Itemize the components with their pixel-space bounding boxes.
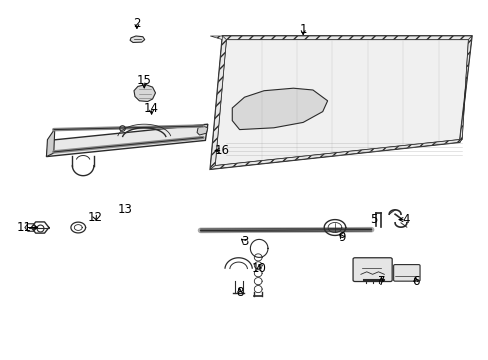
Text: 10: 10	[251, 262, 266, 275]
FancyBboxPatch shape	[352, 258, 391, 282]
Polygon shape	[130, 36, 144, 42]
Text: 1: 1	[299, 23, 306, 36]
Text: 4: 4	[401, 213, 409, 226]
Text: 3: 3	[240, 235, 248, 248]
Polygon shape	[232, 88, 327, 130]
Polygon shape	[197, 126, 207, 135]
Polygon shape	[459, 36, 471, 142]
Text: 9: 9	[338, 231, 346, 244]
Text: 2: 2	[133, 17, 141, 30]
Text: 14: 14	[144, 102, 159, 114]
Text: 15: 15	[137, 75, 151, 87]
Text: 6: 6	[411, 275, 419, 288]
FancyBboxPatch shape	[393, 265, 419, 281]
Polygon shape	[134, 85, 155, 102]
Text: 11: 11	[17, 221, 32, 234]
Polygon shape	[210, 36, 471, 169]
Polygon shape	[210, 36, 226, 169]
Text: 16: 16	[215, 144, 229, 157]
Text: 13: 13	[117, 203, 132, 216]
Polygon shape	[210, 36, 471, 40]
Polygon shape	[210, 139, 461, 169]
Polygon shape	[46, 124, 207, 157]
Text: 8: 8	[235, 286, 243, 299]
Polygon shape	[46, 129, 55, 157]
Text: 12: 12	[88, 211, 102, 224]
Text: 5: 5	[369, 213, 377, 226]
Text: 7: 7	[377, 275, 385, 288]
